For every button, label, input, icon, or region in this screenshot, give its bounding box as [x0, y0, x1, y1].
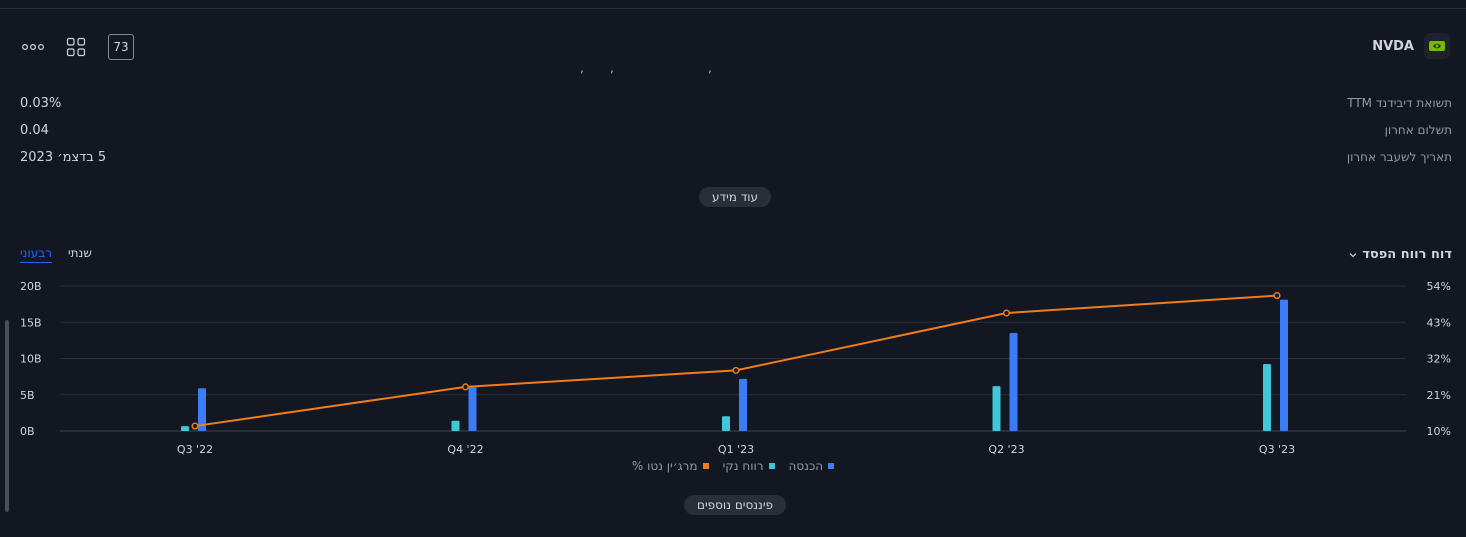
dividend-row: 5 בדצמ׳ 2023 תאריך לשעבר אחרון	[20, 150, 1452, 170]
tab-quarterly[interactable]: רבעוני	[20, 246, 52, 263]
right-axis-tick: 54%	[1427, 280, 1451, 293]
notification-count-badge[interactable]: 73	[108, 34, 134, 60]
period-tabs: רבעוני שנתי	[20, 246, 92, 263]
symbol-panel: NVDA 73 ,,,	[0, 9, 1466, 537]
chevron-down-icon	[1349, 252, 1357, 257]
dividend-value: 0.03%	[20, 96, 62, 111]
chart-legend: הכנסה רווח נקי מרג׳ין נטו %	[0, 459, 1466, 473]
dividend-label: תאריך לשעבר אחרון	[1346, 150, 1452, 164]
revenue-bar	[468, 387, 477, 431]
legend-label-net-margin: מרג׳ין נטו %	[631, 459, 698, 473]
nvidia-logo-icon	[1424, 33, 1450, 59]
dividend-row: 0.04 תשלום אחרון	[20, 123, 1452, 143]
left-axis-tick: 15B	[20, 316, 42, 329]
right-axis-tick: 32%	[1427, 353, 1451, 366]
right-axis-tick: 43%	[1427, 316, 1451, 329]
x-axis-tick: Q2 '23	[988, 443, 1024, 455]
dividend-row: 0.03% תשואת דיבידנד TTM	[20, 96, 1452, 116]
dividend-label: תשלום אחרון	[1384, 123, 1452, 137]
income-statement-title: דוח רווח הפסד	[1362, 247, 1452, 262]
left-axis-tick: 20B	[20, 280, 42, 293]
right-axis-tick: 21%	[1427, 389, 1451, 402]
left-axis-tick: 0B	[20, 425, 35, 438]
revenue-bar	[198, 388, 206, 431]
top-strip	[0, 0, 1466, 9]
x-axis-tick: Q3 '23	[1259, 443, 1295, 455]
header-actions: 73	[22, 34, 134, 60]
net-margin-line	[194, 294, 1278, 428]
more-financials-button[interactable]: פיננסים נוספים	[684, 495, 787, 515]
revenue-bar	[739, 378, 747, 431]
more-info-button[interactable]: עוד מידע	[699, 187, 772, 207]
net-income-bar	[992, 386, 1001, 431]
net-income-bar	[451, 420, 460, 431]
legend-item-net-margin[interactable]: מרג׳ין נטו %	[632, 459, 709, 473]
dividend-value: 5 בדצמ׳ 2023	[20, 150, 107, 165]
x-axis-tick: Q4 '22	[447, 443, 483, 455]
dividend-value: 0.04	[20, 123, 49, 138]
ticker-symbol[interactable]: NVDA	[1372, 38, 1414, 54]
clipped-description: ,,,	[580, 67, 712, 75]
revenue-bar	[1280, 299, 1288, 431]
net-margin-point	[461, 383, 470, 391]
net-income-bar	[1263, 364, 1271, 431]
legend-swatch-net-income	[768, 463, 775, 469]
net-income-bar	[181, 426, 189, 431]
left-axis-tick: 5B	[20, 389, 35, 402]
left-axis-tick: 10B	[20, 353, 42, 366]
scrollbar[interactable]	[5, 320, 9, 512]
income-chart: 0B 5B 10B 15B 20B 10% 21% 32% 43% 54% Q3 '22 Q4 '22…	[20, 280, 1451, 455]
legend-item-net-income[interactable]: רווח נקי	[723, 459, 775, 473]
dividend-label: תשואת דיבידנד TTM	[1347, 96, 1452, 110]
net-margin-point	[732, 366, 740, 374]
net-margin-point	[1273, 292, 1281, 300]
grid-layout-icon[interactable]	[66, 37, 86, 57]
legend-item-revenue[interactable]: הכנסה	[789, 459, 835, 473]
net-income-bar	[722, 416, 730, 431]
more-options-icon[interactable]	[22, 43, 44, 51]
symbol-header[interactable]: NVDA	[1372, 33, 1450, 59]
legend-label-revenue: הכנסה	[788, 459, 824, 473]
x-axis-tick: Q1 '23	[718, 443, 754, 455]
net-margin-point	[191, 422, 199, 430]
net-margin-point	[1002, 309, 1011, 317]
revenue-bar	[1009, 333, 1018, 431]
tab-annual[interactable]: שנתי	[67, 246, 92, 260]
right-axis-tick: 10%	[1427, 425, 1451, 438]
legend-swatch-net-margin	[702, 463, 709, 469]
income-statement-dropdown[interactable]: דוח רווח הפסד	[1348, 247, 1452, 262]
x-axis-tick: Q3 '22	[177, 443, 213, 455]
legend-swatch-revenue	[828, 463, 835, 469]
legend-label-net-income: רווח נקי	[722, 459, 764, 473]
